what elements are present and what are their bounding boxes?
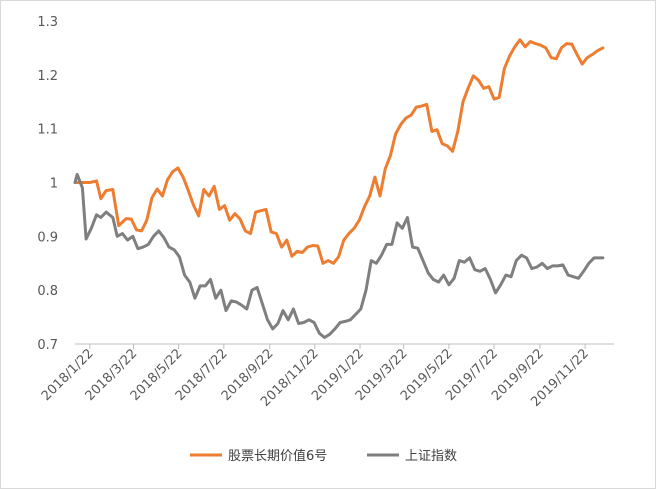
x-axis-labels: 2018/1/222018/3/222018/5/222018/7/222018…: [39, 346, 592, 410]
legend: 股票长期价值6号 上证指数: [190, 448, 457, 464]
y-tick-label: 0.9: [37, 230, 58, 245]
y-tick-label: 1: [50, 177, 58, 192]
y-tick-label: 1.2: [37, 69, 58, 84]
y-tick-label: 0.8: [37, 284, 58, 299]
x-axis-ticks: [89, 344, 586, 349]
series-lines: [73, 38, 605, 339]
series-line-index: [73, 172, 605, 339]
legend-label-fund: 股票长期价值6号: [228, 448, 327, 464]
y-axis-labels: 0.7 0.8 0.9 1 1.1 1.2 1.3: [37, 15, 58, 353]
series-line-fund: [73, 38, 605, 265]
y-tick-label: 0.7: [37, 338, 58, 353]
y-tick-label: 1.3: [37, 15, 58, 30]
legend-label-index: 上证指数: [405, 449, 457, 464]
y-tick-label: 1.1: [37, 123, 58, 138]
